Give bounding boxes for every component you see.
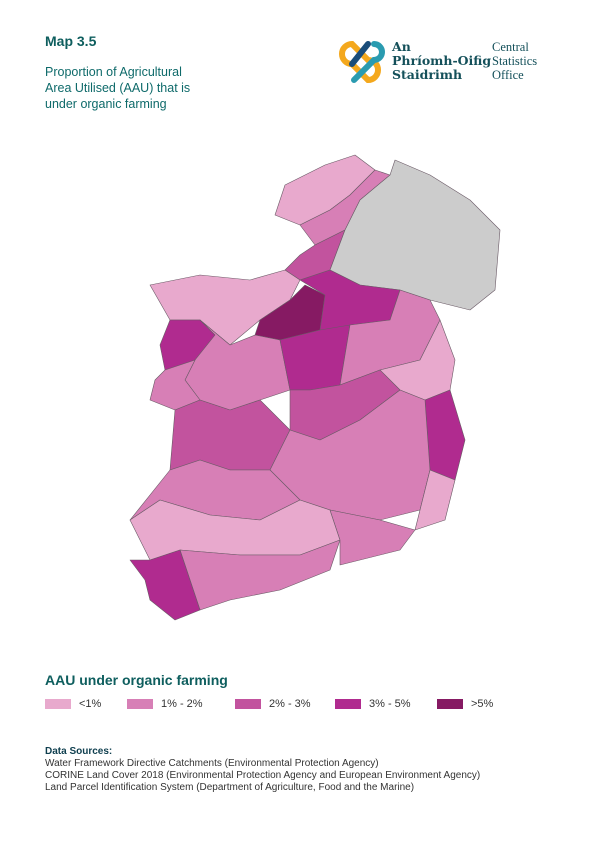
legend-item: <1% xyxy=(45,698,101,710)
legend-swatch xyxy=(437,699,463,709)
legend-swatch xyxy=(127,699,153,709)
map-region xyxy=(424,389,466,481)
source-line: CORINE Land Cover 2018 (Environmental Pr… xyxy=(45,770,481,781)
legend-label: 1% - 2% xyxy=(161,698,203,710)
logo-line: Office xyxy=(492,68,524,82)
source-line: Water Framework Directive Catchments (En… xyxy=(45,758,379,769)
logo-line: Staidrimh xyxy=(392,67,463,82)
source-line: Land Parcel Identification System (Depar… xyxy=(45,782,415,793)
legend-item: 3% - 5% xyxy=(335,698,411,710)
logo-line: Statistics xyxy=(492,54,538,68)
map xyxy=(129,154,501,621)
map-region xyxy=(129,549,201,621)
legend-label: >5% xyxy=(471,698,494,710)
title-line: under organic farming xyxy=(45,97,167,111)
logo-english: Central Statistics Office xyxy=(492,40,537,82)
map-label: Map 3.5 xyxy=(45,33,97,49)
legend-item: 1% - 2% xyxy=(127,698,203,710)
logo-line: Central xyxy=(492,40,529,54)
legend-label: 2% - 3% xyxy=(269,698,311,710)
title-line: Proportion of Agricultural xyxy=(45,65,182,79)
legend-swatch xyxy=(45,699,71,709)
map-region xyxy=(329,509,416,566)
title-line: Area Utilised (AAU) that is xyxy=(45,81,191,95)
map-region xyxy=(169,399,291,471)
legend-label: <1% xyxy=(79,698,102,710)
sources-heading: Data Sources: xyxy=(45,746,113,757)
legend-item: 2% - 3% xyxy=(235,698,311,710)
logo-line: Phríomh-Oifig xyxy=(392,53,492,68)
legend-swatch xyxy=(235,699,261,709)
logo-line: An xyxy=(392,39,411,54)
legend-title: AAU under organic farming xyxy=(45,672,228,688)
legend: <1% 1% - 2% 2% - 3% 3% - 5% >5% xyxy=(45,698,565,712)
map-region xyxy=(414,469,456,531)
logo-irish: An Phríomh-Oifig Staidrimh xyxy=(392,40,491,82)
legend-swatch xyxy=(335,699,361,709)
legend-item: >5% xyxy=(437,698,493,710)
data-sources: Data Sources: Water Framework Directive … xyxy=(45,746,480,794)
logo-mark xyxy=(339,40,385,84)
legend-label: 3% - 5% xyxy=(369,698,411,710)
map-title: Proportion of Agricultural Area Utilised… xyxy=(45,64,190,112)
